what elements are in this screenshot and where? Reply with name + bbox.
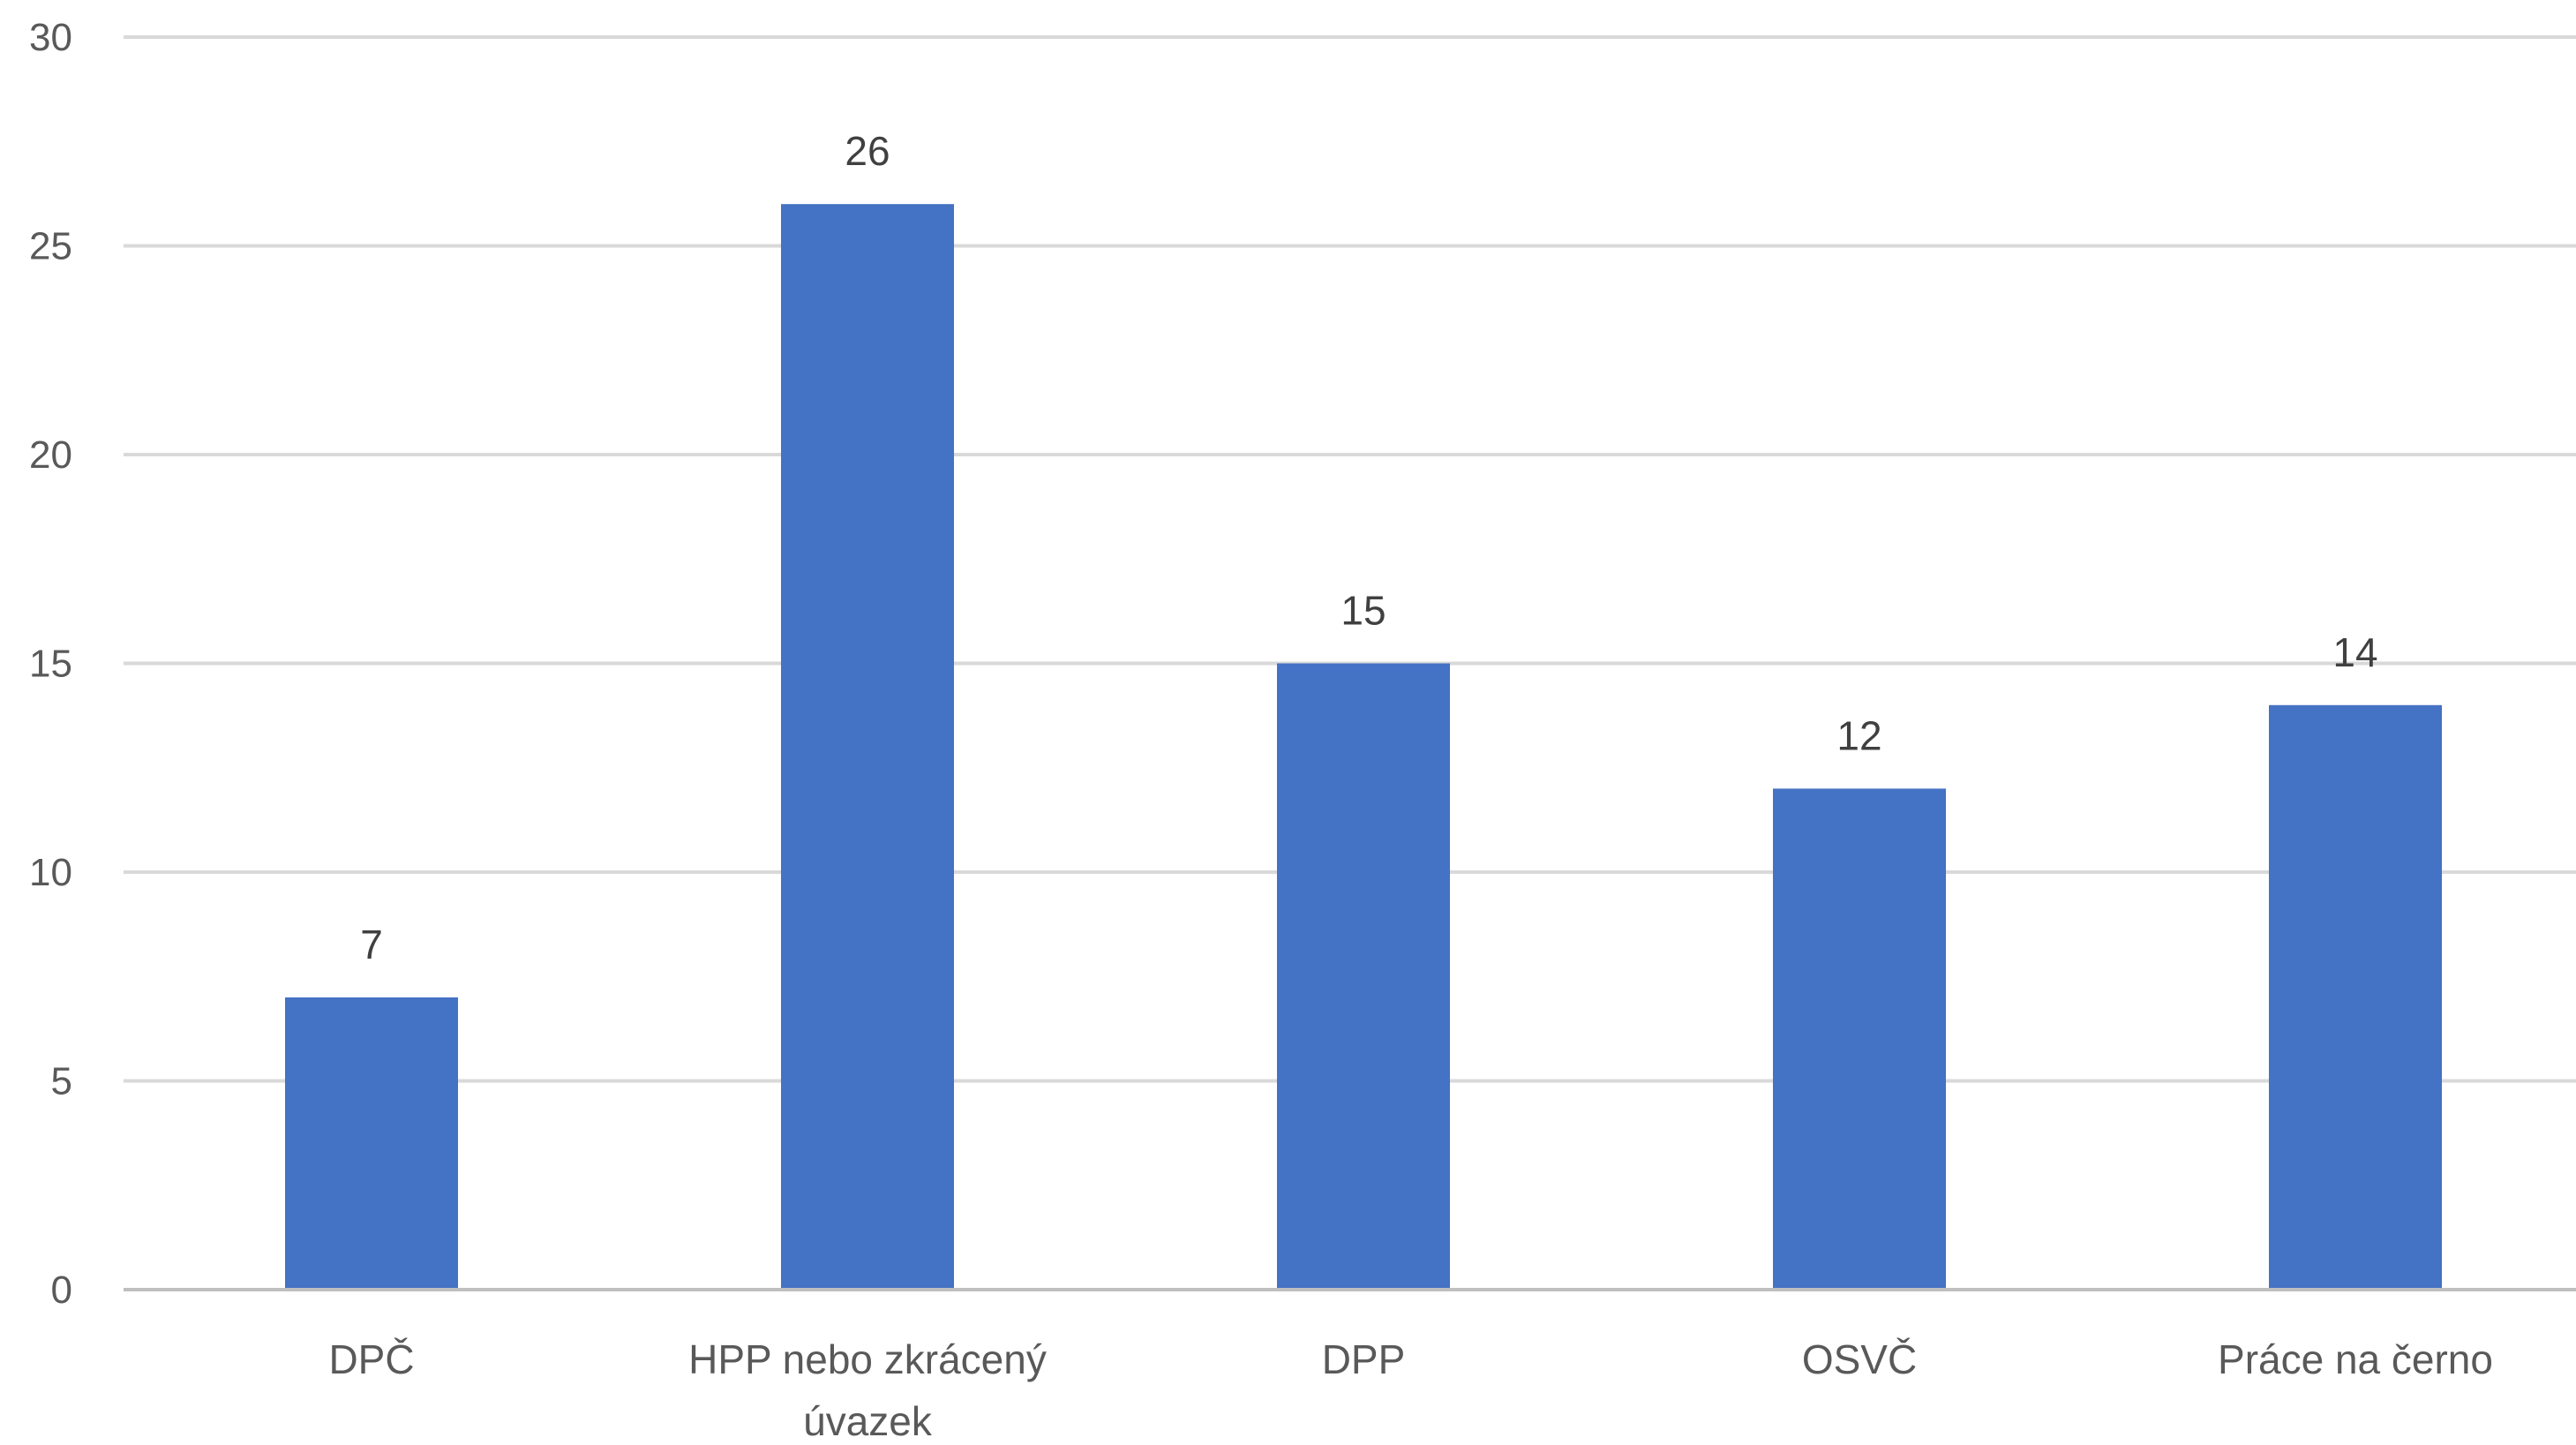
y-tick-label: 0 [51,1268,72,1312]
bar [1277,663,1450,1290]
x-tick-label-line: OSVČ [1802,1336,1917,1382]
data-label: 15 [1341,588,1386,634]
x-tick-label: DPP [1322,1336,1406,1382]
x-tick-label-line: úvazek [803,1398,933,1444]
bar [781,204,954,1291]
x-tick-label: DPČ [328,1336,414,1382]
data-labels: 7 26 15 12 14 [360,128,2377,967]
x-axis-categories: DPČ HPP nebo zkrácený úvazek DPP OSVČ Práce n… [328,1336,2493,1444]
y-tick-label: 20 [29,433,72,477]
data-label: 12 [1836,712,1881,758]
y-tick-label: 30 [29,16,72,59]
y-axis-ticks: 0 5 10 15 20 25 30 [29,16,72,1312]
y-tick-label: 25 [29,225,72,268]
y-tick-label: 5 [51,1060,72,1103]
bar [1773,788,1946,1290]
bar [2269,704,2442,1290]
bars [285,204,2442,1291]
data-label: 7 [360,922,383,967]
x-tick-label: Práce na černo [2218,1336,2493,1382]
y-tick-label: 10 [29,851,72,894]
x-tick-label: OSVČ [1802,1336,1917,1382]
bar [285,997,458,1290]
x-tick-label-line: HPP nebo zkrácený [688,1336,1047,1382]
x-tick-label-line: Práce na černo [2218,1336,2493,1382]
x-tick-label-line: DPP [1322,1336,1406,1382]
x-tick-label-line: DPČ [328,1336,414,1382]
y-tick-label: 15 [29,643,72,686]
x-tick-label: HPP nebo zkrácený úvazek [688,1336,1047,1444]
data-label: 26 [845,128,890,174]
data-label: 14 [2332,629,2377,675]
